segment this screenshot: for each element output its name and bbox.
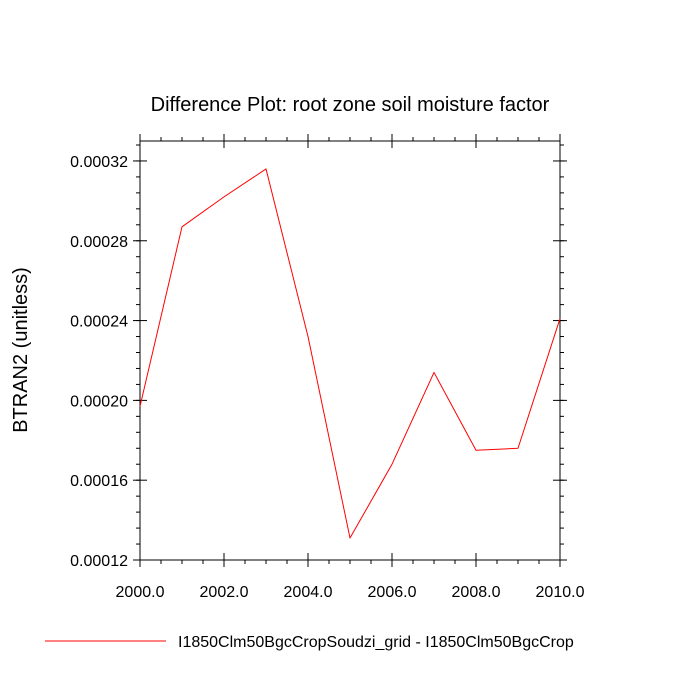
y-tick-label: 0.00024 [70, 314, 128, 331]
x-tick-label: 2006.0 [368, 584, 417, 601]
y-tick-label: 0.00032 [70, 154, 128, 171]
legend-label: I1850Clm50BgcCropSoudzi_grid - I1850Clm5… [178, 634, 574, 651]
x-tick-label: 2004.0 [284, 584, 333, 601]
chart-title: Difference Plot: root zone soil moisture… [151, 94, 550, 116]
y-tick-label: 0.00028 [70, 234, 128, 251]
y-tick-label: 0.00016 [70, 473, 128, 490]
x-tick-label: 2008.0 [452, 584, 501, 601]
plot-area: 0.00012 0.00016 0.00020 0.00024 0.00028 0.000… [70, 134, 585, 601]
x-tick-label: 2002.0 [200, 584, 249, 601]
y-tick-label: 0.00020 [70, 393, 128, 410]
x-tick-label: 2010.0 [536, 584, 585, 601]
plot-frame [139, 140, 561, 561]
y-axis-label: BTRAN2 (unitless) [10, 267, 32, 433]
series-line [139, 168, 561, 539]
legend: I1850Clm50BgcCropSoudzi_grid - I1850Clm5… [45, 634, 574, 651]
y-tick-label: 0.00012 [70, 553, 128, 570]
x-tick-label: 2000.0 [116, 584, 165, 601]
